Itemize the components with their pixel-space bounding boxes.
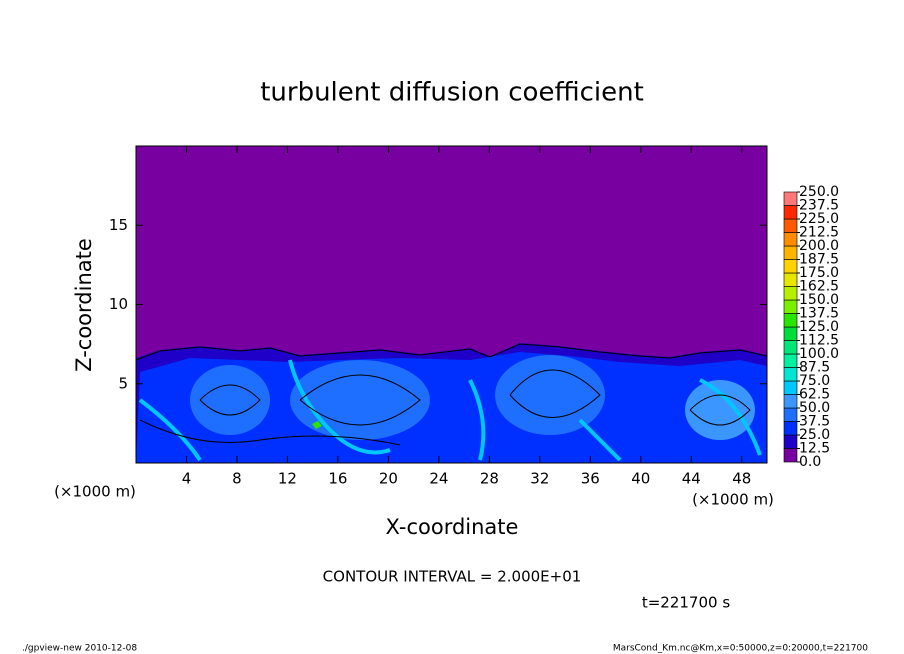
colorbar-label: 187.5 — [799, 252, 839, 268]
colorbar-box — [783, 232, 798, 247]
x-axis-label: X-coordinate — [386, 515, 519, 539]
colorbar-box — [783, 286, 798, 301]
footer-right: MarsCond_Km.nc@Km,x=0:50000,z=0:20000,t=… — [613, 644, 868, 654]
colorbar-box — [783, 367, 798, 382]
field-region — [136, 352, 767, 463]
colorbar-label: 12.5 — [799, 441, 830, 457]
x-tick-label: 12 — [278, 470, 297, 488]
colorbar-box — [783, 205, 798, 220]
x-tick-label: 8 — [232, 470, 242, 488]
y-tick-label: 5 — [118, 374, 128, 392]
colorbar-box — [783, 394, 798, 409]
x-tick-label: 40 — [631, 470, 650, 488]
colorbar-box — [783, 272, 798, 287]
colorbar-label: 50.0 — [799, 400, 830, 416]
contour-interval: CONTOUR INTERVAL = 2.000E+01 — [323, 568, 582, 586]
field-blob — [685, 380, 755, 440]
colorbar-label: 112.5 — [799, 333, 839, 349]
colorbar-box — [783, 340, 798, 355]
colorbar-box — [783, 259, 798, 274]
field-blob — [495, 355, 605, 435]
field-blob — [190, 365, 270, 435]
x-tick-label: 16 — [328, 470, 347, 488]
colorbar-label: 225.0 — [799, 211, 839, 227]
colorbar-label: 162.5 — [799, 279, 839, 295]
colorbar-box — [783, 313, 798, 328]
colorbar-box — [783, 326, 798, 341]
colorbar-label: 150.0 — [799, 292, 839, 308]
colorbar-label: 237.5 — [799, 198, 839, 214]
colorbar-label: 250.0 — [799, 184, 839, 200]
y-unit: (×1000 m) — [54, 483, 136, 501]
x-tick-label: 44 — [682, 470, 701, 488]
colorbar-label: 25.0 — [799, 427, 830, 443]
colorbar-label: 212.5 — [799, 225, 839, 241]
field-streak — [138, 359, 762, 462]
x-tick-label: 4 — [182, 470, 192, 488]
x-tick-label: 24 — [429, 470, 448, 488]
colorbar-label: 37.5 — [799, 414, 830, 430]
colorbar-label: 62.5 — [799, 387, 830, 403]
field-highlight — [312, 421, 322, 429]
contour-line — [135, 343, 768, 446]
colorbar-box — [783, 218, 798, 233]
colorbar-label: 137.5 — [799, 306, 839, 322]
colorbar-label: 200.0 — [799, 238, 839, 254]
colorbar-box — [783, 353, 798, 368]
x-tick-label: 28 — [480, 470, 499, 488]
y-tick-label: 10 — [109, 295, 128, 313]
y-tick-label: 15 — [109, 216, 128, 234]
colorbar-box — [783, 299, 798, 314]
colorbar-box — [783, 245, 798, 260]
colorbar-label: 125.0 — [799, 319, 839, 335]
x-tick-label: 36 — [581, 470, 600, 488]
contour-field — [135, 146, 768, 463]
y-axis-label: Z-coordinate — [72, 238, 96, 372]
footer-left: ./gpview-new 2010-12-08 — [22, 644, 137, 654]
x-tick-label: 20 — [379, 470, 398, 488]
chart-title: turbulent diffusion coefficient — [260, 78, 644, 108]
colorbar-label: 100.0 — [799, 346, 839, 362]
colorbar-box — [783, 380, 798, 395]
x-tick-label: 48 — [732, 470, 751, 488]
x-tick-label: 32 — [530, 470, 549, 488]
colorbar-box — [783, 191, 798, 206]
colorbar-label: 0.0 — [799, 454, 821, 470]
colorbar-label: 175.0 — [799, 265, 839, 281]
colorbar-box — [783, 407, 798, 422]
x-unit: (×1000 m) — [692, 491, 774, 509]
colorbar-box — [783, 434, 798, 449]
field-blob — [290, 360, 430, 440]
colorbar-label: 75.0 — [799, 373, 830, 389]
time-label: t=221700 s — [642, 594, 730, 612]
colorbar-box — [783, 448, 798, 463]
colorbar-label: 87.5 — [799, 360, 830, 376]
colorbar-box — [783, 421, 798, 436]
